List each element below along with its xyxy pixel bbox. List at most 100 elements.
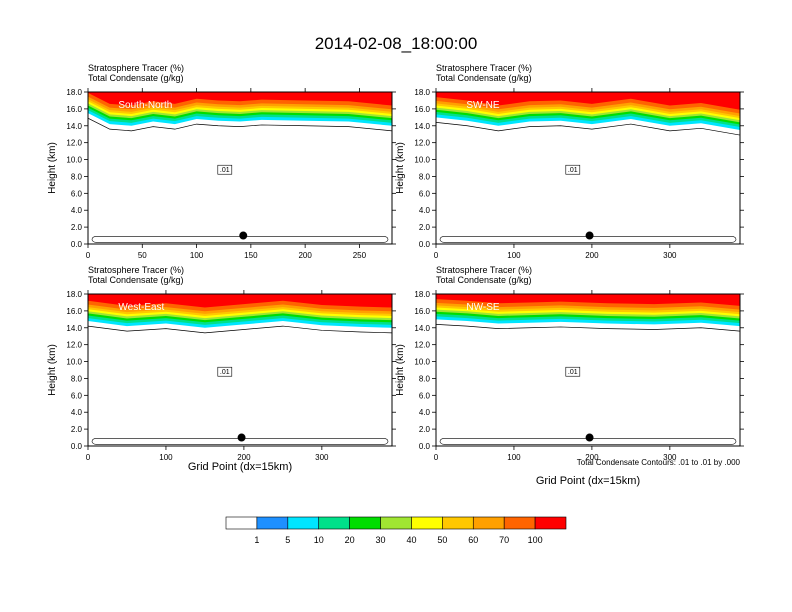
location-marker xyxy=(585,433,594,442)
panel-sw-ne: Stratosphere Tracer (%)Total Condensate … xyxy=(395,63,744,260)
x-axis-label: Grid Point (dx=15km) xyxy=(536,475,640,487)
y-tick-label: 6.0 xyxy=(71,391,83,400)
colorbar-label: 1 xyxy=(254,535,259,545)
x-tick-label: 250 xyxy=(353,251,367,260)
x-tick-label: 100 xyxy=(159,453,173,462)
colorbar-swatch xyxy=(472,516,505,530)
y-tick-label: 10.0 xyxy=(414,358,430,367)
colorbar-label: 40 xyxy=(406,535,416,545)
condensate-contour xyxy=(436,122,740,136)
y-tick-label: 12.0 xyxy=(414,139,430,148)
y-tick-label: 16.0 xyxy=(66,105,82,114)
x-tick-label: 100 xyxy=(507,251,521,260)
y-tick-label: 0.0 xyxy=(419,240,431,249)
y-axis-label: Height (km) xyxy=(395,142,406,194)
y-tick-label: 12.0 xyxy=(414,341,430,350)
panel-west-east: Stratosphere Tracer (%)Total Condensate … xyxy=(47,265,396,462)
x-tick-label: 300 xyxy=(663,251,677,260)
y-tick-label: 18.0 xyxy=(66,88,82,97)
colorbar-label: 10 xyxy=(314,535,324,545)
tracer-band xyxy=(88,294,392,308)
contour-label-box xyxy=(217,366,233,377)
tracer-band xyxy=(436,92,740,110)
panel-label: SW-NE xyxy=(466,100,499,111)
panel-subtitle-condensate: Total Condensate (g/kg) xyxy=(88,275,184,285)
x-tick-label: 50 xyxy=(138,251,147,260)
y-tick-label: 10.0 xyxy=(414,156,430,165)
y-tick-label: 14.0 xyxy=(66,324,82,333)
y-tick-label: 10.0 xyxy=(66,358,82,367)
plot-frame xyxy=(87,293,393,447)
y-tick-label: 4.0 xyxy=(419,408,431,417)
condensate-contour xyxy=(436,324,740,332)
y-tick-label: 4.0 xyxy=(71,206,83,215)
tracer-band xyxy=(88,92,392,106)
plot-frame xyxy=(435,91,741,245)
y-tick-label: 10.0 xyxy=(66,156,82,165)
panel-south-north: Stratosphere Tracer (%)Total Condensate … xyxy=(47,63,396,260)
colorbar-swatch xyxy=(318,516,350,530)
tracer-band xyxy=(436,294,740,306)
y-tick-label: 14.0 xyxy=(414,122,430,131)
colorbar-swatch xyxy=(349,516,381,530)
x-tick-label: 100 xyxy=(190,251,204,260)
y-tick-label: 14.0 xyxy=(66,122,82,131)
contour-label-box xyxy=(217,164,233,175)
y-tick-label: 0.0 xyxy=(71,240,83,249)
contour-label: .01 xyxy=(220,167,230,174)
contour-label-box xyxy=(565,164,581,175)
location-marker xyxy=(239,231,248,240)
y-tick-label: 0.0 xyxy=(71,442,83,451)
x-tick-label: 0 xyxy=(434,453,439,462)
y-tick-label: 12.0 xyxy=(66,139,82,148)
y-tick-label: 6.0 xyxy=(419,189,431,198)
contour-label-box xyxy=(565,366,581,377)
plot-frame xyxy=(435,293,741,447)
colorbar-label: 20 xyxy=(345,535,355,545)
contour-label: .01 xyxy=(568,167,578,174)
y-axis-label: Height (km) xyxy=(47,142,58,194)
x-tick-label: 0 xyxy=(434,251,439,260)
y-tick-label: 2.0 xyxy=(419,425,431,434)
colorbar-swatch xyxy=(225,516,258,530)
x-tick-label: 100 xyxy=(507,453,521,462)
condensate-contour xyxy=(88,325,392,334)
panel-subtitle-condensate: Total Condensate (g/kg) xyxy=(88,73,184,83)
x-axis-label: Grid Point (dx=15km) xyxy=(188,461,292,473)
colorbar-label: 50 xyxy=(437,535,447,545)
colorbar-swatch xyxy=(442,516,474,530)
colorbar-swatch xyxy=(287,516,320,530)
y-tick-label: 16.0 xyxy=(414,307,430,316)
contour-label: .01 xyxy=(568,369,578,376)
panel-subtitle-condensate: Total Condensate (g/kg) xyxy=(436,73,532,83)
colorbar-swatch xyxy=(534,516,567,530)
colorbar-label: 70 xyxy=(499,535,509,545)
figure-title: 2014-02-08_18:00:00 xyxy=(315,34,478,53)
colorbar-swatch xyxy=(503,516,536,530)
colorbar-label: 100 xyxy=(528,535,543,545)
y-axis-label: Height (km) xyxy=(395,344,406,396)
location-marker xyxy=(585,231,594,240)
x-tick-label: 300 xyxy=(663,453,677,462)
colorbar-label: 30 xyxy=(376,535,386,545)
x-tick-label: 200 xyxy=(585,453,599,462)
contour-label: .01 xyxy=(220,369,230,376)
panel-subtitle-tracer: Stratosphere Tracer (%) xyxy=(88,63,184,73)
x-tick-label: 0 xyxy=(86,251,91,260)
y-tick-label: 6.0 xyxy=(419,391,431,400)
panel-subtitle-tracer: Stratosphere Tracer (%) xyxy=(436,63,532,73)
y-tick-label: 2.0 xyxy=(71,425,83,434)
y-tick-label: 16.0 xyxy=(414,105,430,114)
tracer-field: .01 xyxy=(436,92,740,243)
colorbar-swatch xyxy=(256,516,289,530)
colorbar-label: 60 xyxy=(468,535,478,545)
y-tick-label: 8.0 xyxy=(419,172,431,181)
location-marker xyxy=(237,433,246,442)
panel-label: South-North xyxy=(118,100,172,111)
y-tick-label: 18.0 xyxy=(414,88,430,97)
x-tick-label: 150 xyxy=(244,251,258,260)
panel-nw-se: Stratosphere Tracer (%)Total Condensate … xyxy=(395,265,744,462)
y-tick-label: 8.0 xyxy=(419,374,431,383)
colorbar-swatch xyxy=(380,516,412,530)
y-tick-label: 4.0 xyxy=(71,408,83,417)
